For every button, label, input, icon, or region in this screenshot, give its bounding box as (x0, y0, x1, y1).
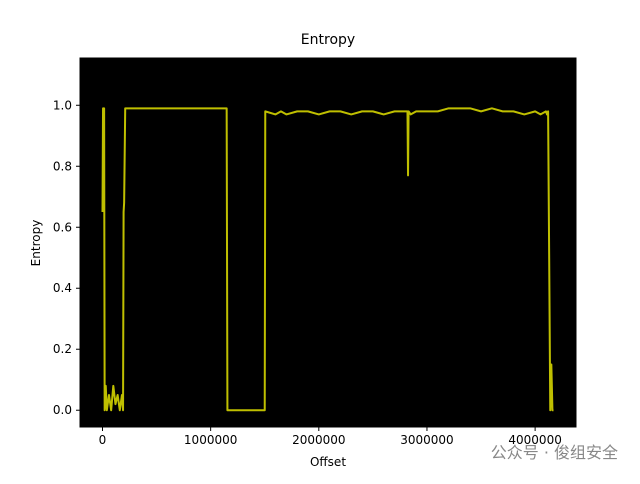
y-tick-label: 0.2 (53, 342, 72, 356)
chart-title: Entropy (301, 32, 355, 48)
y-tick-label: 0.4 (53, 281, 72, 295)
plot-area (79, 57, 577, 428)
x-tick-label: 0 (99, 433, 107, 447)
x-tick-label: 3000000 (400, 433, 453, 447)
y-tick-label: 0.6 (53, 220, 72, 234)
x-tick-label: 2000000 (292, 433, 345, 447)
y-axis-label: Entropy (29, 220, 43, 267)
x-tick-label: 1000000 (184, 433, 237, 447)
y-tick-label: 1.0 (53, 98, 72, 112)
x-tick-label: 4000000 (508, 433, 561, 447)
line (101, 107, 554, 412)
x-axis-label: Offset (310, 455, 346, 469)
y-tick-label: 0.0 (53, 403, 72, 417)
y-tick-label: 0.8 (53, 159, 72, 173)
watermark: 公众号 · 俊组安全 (491, 443, 618, 462)
